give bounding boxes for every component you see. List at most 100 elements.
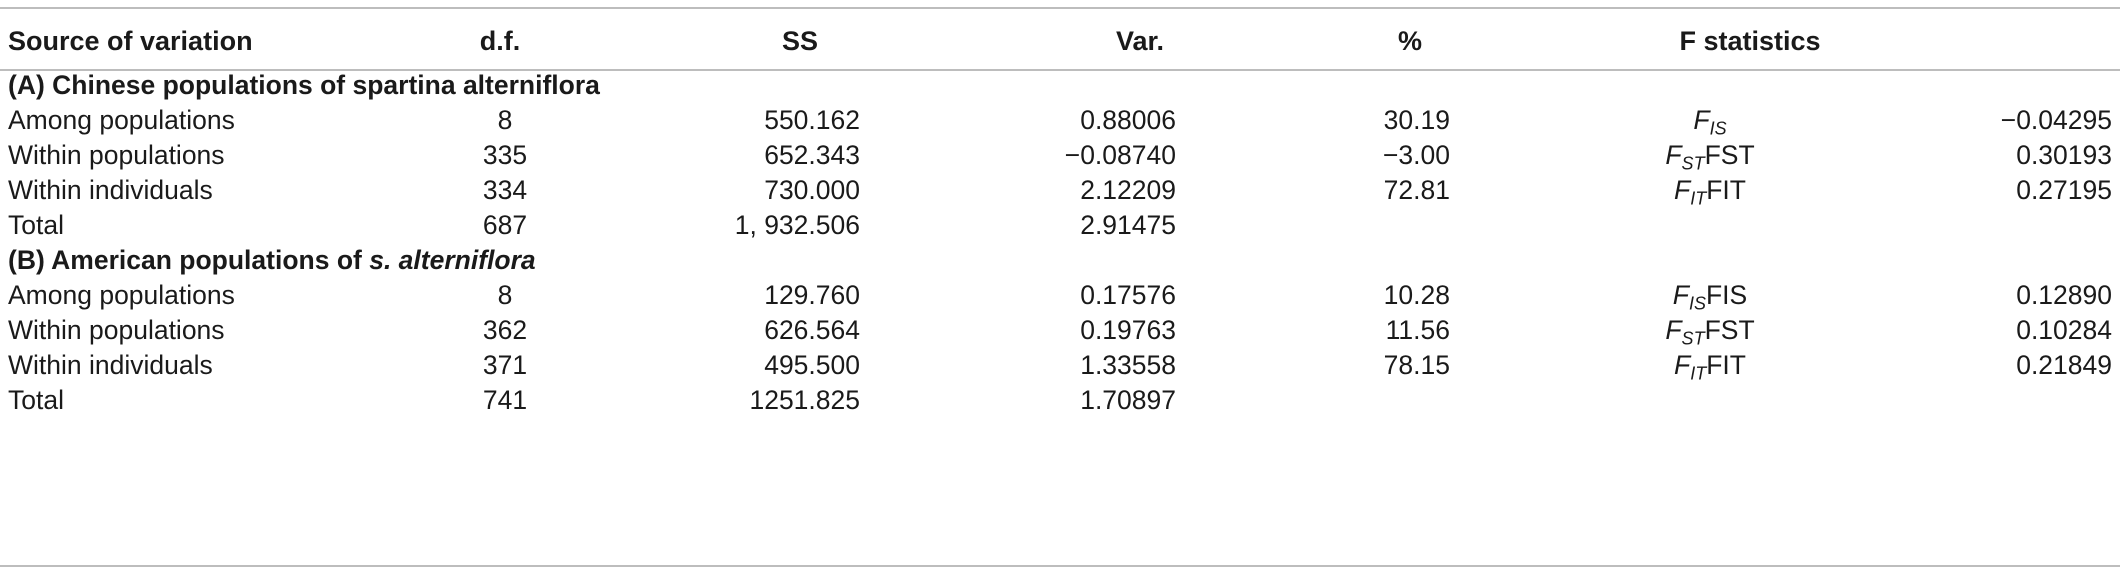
fstat-subscript: IT <box>1690 363 1707 384</box>
cell-f: 0.12890 <box>2016 280 2112 310</box>
fstat-suffix: FIS <box>1705 280 1748 310</box>
cell-df: 335 <box>482 140 528 170</box>
fstat-letter: F <box>1693 105 1710 135</box>
header-var: Var. <box>1115 26 1165 56</box>
cell-ss: 730.000 <box>764 175 860 205</box>
cell-pct: 30.19 <box>1383 105 1450 135</box>
section-title: (B) American populations of s. alternifl… <box>8 238 536 282</box>
cell-f: 0.30193 <box>2016 140 2112 170</box>
section-title-text: (A) Chinese populations of spartina alte… <box>8 70 600 100</box>
cell-fstat: FITFIT <box>1560 343 1860 395</box>
cell-source: Among populations <box>8 105 235 135</box>
cell-var: 1.33558 <box>1080 350 1176 380</box>
cell-ss: 495.500 <box>764 350 860 380</box>
header-rule <box>0 69 2120 71</box>
cell-ss: 550.162 <box>764 105 860 135</box>
header-source: Source of variation <box>8 26 253 56</box>
table-row: Within individuals 371 495.500 1.33558 78.15… <box>0 343 2120 387</box>
cell-f: −0.04295 <box>2000 105 2112 135</box>
cell-df: 687 <box>482 210 528 240</box>
fstat-symbol: FIS <box>1693 105 1727 139</box>
cell-source: Among populations <box>8 280 235 310</box>
fstat-symbol: FIT <box>1674 350 1707 384</box>
bottom-rule <box>0 565 2120 567</box>
cell-var: 1.70897 <box>1080 385 1176 415</box>
fstat-subscript: IT <box>1690 188 1707 209</box>
fstat-symbol: FIT <box>1674 175 1707 209</box>
cell-f: 0.10284 <box>2016 315 2112 345</box>
fstat-letter: F <box>1674 350 1691 380</box>
table-row: Within individuals 334 730.000 2.12209 72.81… <box>0 168 2120 212</box>
cell-ss: 652.343 <box>764 140 860 170</box>
cell-ss: 1251.825 <box>749 385 860 415</box>
cell-var: −0.08740 <box>1064 140 1176 170</box>
header-f: F <box>1960 19 2120 63</box>
cell-source: Within individuals <box>8 175 213 205</box>
cell-fstat: FISFIS <box>1560 273 1860 325</box>
cell-df: 8 <box>497 105 513 135</box>
fstat-letter: F <box>1665 140 1682 170</box>
header-fstat: F statistics <box>1679 26 1821 56</box>
cell-pct: 11.56 <box>1385 315 1450 345</box>
fstat-suffix: FST <box>1704 140 1755 170</box>
cell-df: 741 <box>482 385 528 415</box>
cell-pct: 72.81 <box>1383 175 1450 205</box>
section-title-row: (A) Chinese populations of spartina alte… <box>0 63 2120 107</box>
fstat-subscript: IS <box>1688 293 1706 314</box>
table-row: Total 741 1251.825 1.70897 <box>0 378 2120 422</box>
cell-f: 0.21849 <box>2016 350 2112 380</box>
fstat-symbol: FIS <box>1672 280 1706 314</box>
fstat-suffix: FIT <box>1706 175 1746 205</box>
table-row: Among populations 8 129.760 0.17576 10.28 FIS… <box>0 273 2120 317</box>
fstat-suffix: FIT <box>1706 350 1746 380</box>
cell-source: Total <box>8 385 64 415</box>
section-title-row: (B) American populations of s. alternifl… <box>0 238 2120 282</box>
cell-var: 0.88006 <box>1080 105 1176 135</box>
header-row: Source of variation d.f. SS Var. % F sta… <box>0 19 2120 63</box>
cell-var: 2.91475 <box>1080 210 1176 240</box>
header-ss: SS <box>781 26 819 56</box>
cell-f: 0.27195 <box>2016 175 2112 205</box>
section-title-text: (B) American populations of <box>8 245 370 275</box>
cell-ss: 129.760 <box>764 280 860 310</box>
cell-var: 2.12209 <box>1080 175 1176 205</box>
cell-fstat: FSTFST <box>1560 308 1860 360</box>
cell-pct: 10.28 <box>1383 280 1450 310</box>
cell-source: Within populations <box>8 140 225 170</box>
fstat-subscript: IS <box>1709 118 1727 139</box>
cell-var: 0.19763 <box>1080 315 1176 345</box>
fstat-letter: F <box>1665 315 1682 345</box>
table-row: Within populations 362 626.564 0.19763 11.56… <box>0 308 2120 352</box>
fstat-subscript: ST <box>1681 153 1705 174</box>
cell-source: Within individuals <box>8 350 213 380</box>
cell-var: 0.17576 <box>1080 280 1176 310</box>
fstat-symbol: FST <box>1665 140 1705 174</box>
table-row: Among populations 8 550.162 0.88006 30.19 FIS… <box>0 98 2120 142</box>
fstat-suffix: FST <box>1704 315 1755 345</box>
cell-pct: 78.15 <box>1383 350 1450 380</box>
header-df: d.f. <box>479 26 521 56</box>
cell-df: 334 <box>482 175 528 205</box>
cell-df: 8 <box>497 280 513 310</box>
section-title: (A) Chinese populations of spartina alte… <box>8 63 600 107</box>
cell-ss: 626.564 <box>764 315 860 345</box>
cell-fstat: FIS <box>1560 98 1860 150</box>
table-row: Total 687 1, 932.506 2.91475 <box>0 203 2120 247</box>
table-row: Within populations 335 652.343 −0.08740 −3.0… <box>0 133 2120 177</box>
fstat-subscript: ST <box>1681 328 1705 349</box>
top-rule <box>0 7 2120 9</box>
cell-fstat: FSTFST <box>1560 133 1860 185</box>
fstat-letter: F <box>1674 175 1691 205</box>
cell-fstat: FITFIT <box>1560 168 1860 220</box>
section-title-italic: s. alterniflora <box>369 245 536 275</box>
cell-ss: 1, 932.506 <box>734 210 860 240</box>
fstat-symbol: FST <box>1665 315 1705 349</box>
fstat-letter: F <box>1672 280 1689 310</box>
cell-df: 362 <box>482 315 528 345</box>
cell-source: Within populations <box>8 315 225 345</box>
cell-pct: −3.00 <box>1382 140 1450 170</box>
header-pct: % <box>1397 26 1422 56</box>
cell-source: Total <box>8 210 64 240</box>
cell-df: 371 <box>482 350 528 380</box>
